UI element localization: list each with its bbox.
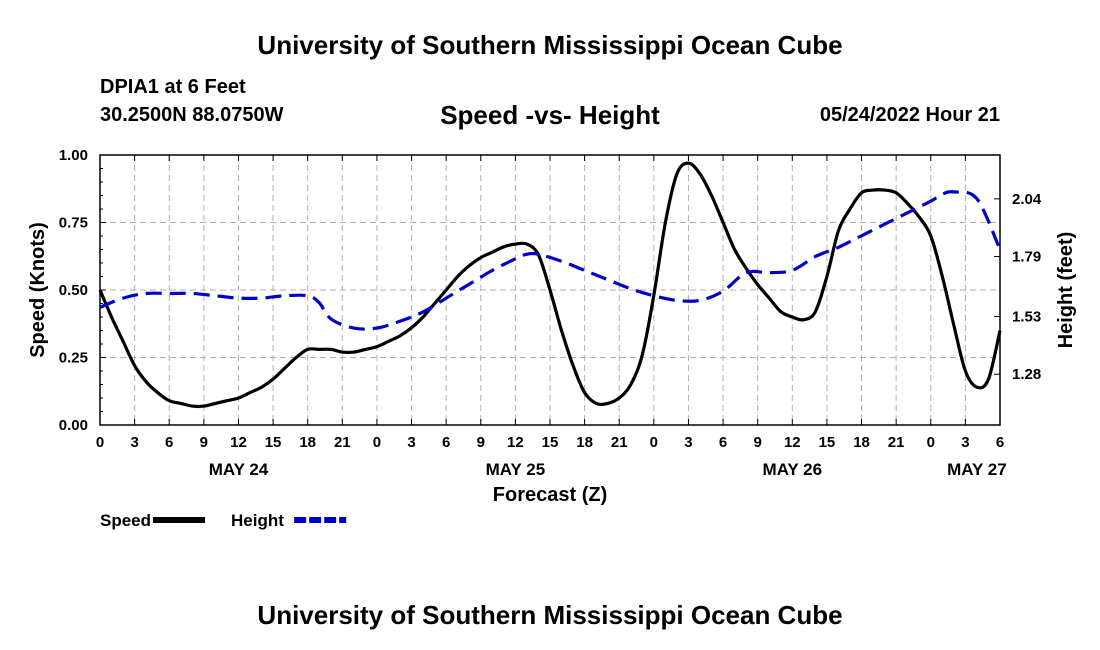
series-speed-line [98,161,1002,409]
x-tick-label: 21 [334,434,351,451]
station-label: DPIA1 at 6 Feet [100,76,246,98]
y-right-tick-label: 1.53 [1012,309,1041,326]
x-tick-label: 12 [230,434,247,451]
legend: Speed Height [100,511,347,530]
x-tick-label: 12 [507,434,524,451]
y-left-tick-label: 0.00 [59,417,88,434]
x-tick-label: 21 [611,434,628,451]
x-tick-label: 15 [819,434,836,451]
x-tick-label: 18 [853,434,870,451]
legend-label: Height [231,511,284,530]
y-left-tick-label: 0.25 [59,350,88,367]
y-axis-right-title: Height (feet) [1055,232,1077,349]
x-tick-label: 0 [373,434,381,451]
grid-lines [100,154,1000,425]
x-tick-label: 9 [754,434,762,451]
series-height-line [99,190,1002,331]
axes: 0 3 6 9 12 15 18 21 0 3 6 9 12 15 18 21 0 3 6 9 12 15 18 21 0 3 6 M… [59,147,1042,479]
x-tick-label: 18 [576,434,593,451]
y-right-tick-label: 1.79 [1012,249,1041,266]
x-tick-label: 15 [542,434,559,451]
x-tick-label: 3 [684,434,692,451]
coordinates-label: 30.2500N 88.0750W [100,104,284,126]
x-tick-label: 9 [477,434,485,451]
x-tick-label: 0 [650,434,658,451]
x-axis-title: Forecast (Z) [493,484,607,506]
main-title: University of Southern Mississippi Ocean… [257,30,843,60]
x-tick-label: 6 [165,434,173,451]
date-label: MAY 27 [947,460,1007,479]
x-tick-label: 6 [442,434,450,451]
y-left-tick-label: 1.00 [59,147,88,164]
x-tick-label: 21 [888,434,905,451]
forecast-datetime: 05/24/2022 Hour 21 [819,104,1000,126]
x-tick-label: 3 [407,434,415,451]
y-right-tick-label: 2.04 [1012,191,1042,208]
date-label: MAY 24 [209,460,269,479]
x-tick-label: 0 [927,434,935,451]
chart-subtitle: Speed -vs- Height [440,100,660,130]
date-label: MAY 26 [763,460,823,479]
x-tick-label: 3 [961,434,969,451]
y-left-tick-label: 0.75 [59,215,88,232]
footer-title: University of Southern Mississippi Ocean… [257,600,843,630]
x-tick-label: 0 [96,434,104,451]
x-tick-label: 6 [719,434,727,451]
x-tick-label: 12 [784,434,801,451]
date-label: MAY 25 [486,460,546,479]
legend-label: Speed [100,511,151,530]
y-left-tick-label: 0.50 [59,282,88,299]
y-right-tick-label: 1.28 [1012,366,1041,383]
x-tick-label: 18 [299,434,316,451]
y-axis-left-title: Speed (Knots) [27,222,49,358]
x-tick-label: 9 [200,434,208,451]
x-tick-label: 3 [130,434,138,451]
x-tick-label: 6 [996,434,1004,451]
x-tick-label: 15 [265,434,282,451]
series-lines [98,161,1002,409]
